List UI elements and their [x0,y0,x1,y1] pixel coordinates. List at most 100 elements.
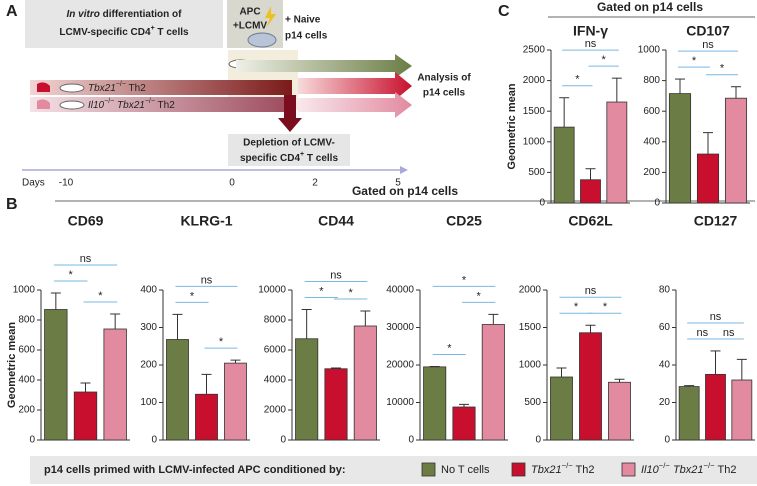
comparison-label: * [319,285,324,297]
bar [608,381,631,441]
y-tick-label: 1000 [519,360,542,371]
text-segment: Th2 [126,83,146,94]
depletion-box [228,134,350,166]
comparison-label: ns [330,269,342,281]
text-segment: In vitro [66,9,99,20]
chart-title: CD69 [68,213,104,229]
bar [550,376,573,441]
comparison-label: * [219,336,224,348]
bar [668,93,692,204]
y-tick-label: 800 [643,75,660,86]
y-tick-label: 10000 [258,285,286,296]
y-tick-label: 1500 [519,322,542,333]
bar [705,373,726,441]
step-text: In vitro differentiation of [66,9,182,20]
text-segment: T cells [304,153,338,164]
dish-icon [59,83,85,93]
y-tick-label: 0 [151,435,157,446]
analysis-text: p14 cells [423,88,466,99]
legend-swatch [511,462,526,477]
bar [166,339,189,441]
dish-icon [59,100,85,110]
bar [731,379,753,441]
mouse-icon [247,32,277,48]
panel-label: C [498,3,510,20]
comparison-label: * [447,342,452,354]
y-tick-label: 400 [140,285,157,296]
y-tick-label: 500 [528,167,545,178]
bar [324,368,348,441]
y-tick-label: 4000 [264,375,287,386]
chart-title: CD25 [446,213,482,229]
y-tick-label: 80 [659,285,671,296]
lightning-icon [265,6,276,28]
y-tick-label: 100 [140,397,157,408]
legend-title: p14 cells primed with LCMV-infected APC … [44,464,346,476]
group-label: Il10−/− Tbx21−/− Th2 [88,98,175,110]
bar [44,309,68,441]
legend-label: No T cells [441,464,490,476]
y-tick-label: 0 [29,435,35,446]
text-segment: Il10 [641,464,660,476]
y-tick-label: 0 [664,435,670,446]
bar-arrow [30,80,292,95]
text-segment: Th2 [715,464,737,476]
comparison-label: ns [585,38,597,50]
panel-header: Gated on p14 cells [352,184,458,198]
y-tick-label: 500 [524,397,541,408]
group-label: Tbx21−/− Th2 [88,81,146,93]
comparison-label: ns [585,285,597,297]
comparison-label: * [602,54,607,66]
chart-title: CD107 [686,23,730,39]
y-tick-label: 1000 [638,45,661,56]
comparison-label: * [720,63,725,75]
down-arrow [278,95,302,132]
chart-title: CD127 [694,213,738,229]
text-segment: Il10 [88,100,105,111]
text-segment: −/− [104,98,114,105]
timeline-day: 0 [229,178,235,189]
timeline-label: Days [22,178,45,189]
bar [553,126,575,204]
mouse-icon [37,99,50,109]
bar [195,393,218,441]
y-tick-label: 0 [408,435,414,446]
text-segment: specific CD4 [240,153,300,164]
bar [580,179,601,204]
y-tick-label: 200 [643,167,660,178]
y-tick-label: 10000 [386,397,414,408]
y-axis-label: Geometric mean [506,83,518,169]
apc-text: APC [239,7,260,18]
comparison-label: ns [710,311,722,323]
y-tick-label: 40000 [386,285,414,296]
legend-swatch [421,462,436,477]
text-segment: + [300,151,304,158]
depletion-text: Depletion of LCMV- [243,138,335,149]
comparison-label: * [190,290,195,302]
text-segment: LCMV-specific CD4 [59,27,151,38]
text-segment: T cells [155,27,189,38]
y-tick-label: 0 [535,435,541,446]
comparison-label: * [462,274,467,286]
legend-label: Il10−/− Tbx21−/− Th2 [641,461,736,476]
text-segment: Th2 [573,464,595,476]
bar [224,362,247,441]
legend-label: Tbx21−/− Th2 [531,461,595,476]
bar-arrow [30,97,292,112]
y-tick-label: 2000 [519,285,542,296]
y-tick-label: 600 [18,345,35,356]
comparison-label: ns [723,327,735,339]
text-segment: −/− [562,461,574,470]
panel-label: B [6,196,18,213]
panel-a: A In vitro differentiation of LCMV-speci… [6,0,471,189]
bar [353,325,377,441]
y-tick-label: 2500 [523,45,546,56]
y-tick-label: 1000 [13,285,36,296]
y-tick-label: 60 [659,322,671,333]
naive-text: p14 cells [285,31,328,42]
y-tick-label: 400 [18,375,35,386]
timeline-day: 5 [395,178,401,189]
comparison-label: * [575,74,580,86]
y-tick-label: 300 [140,322,157,333]
